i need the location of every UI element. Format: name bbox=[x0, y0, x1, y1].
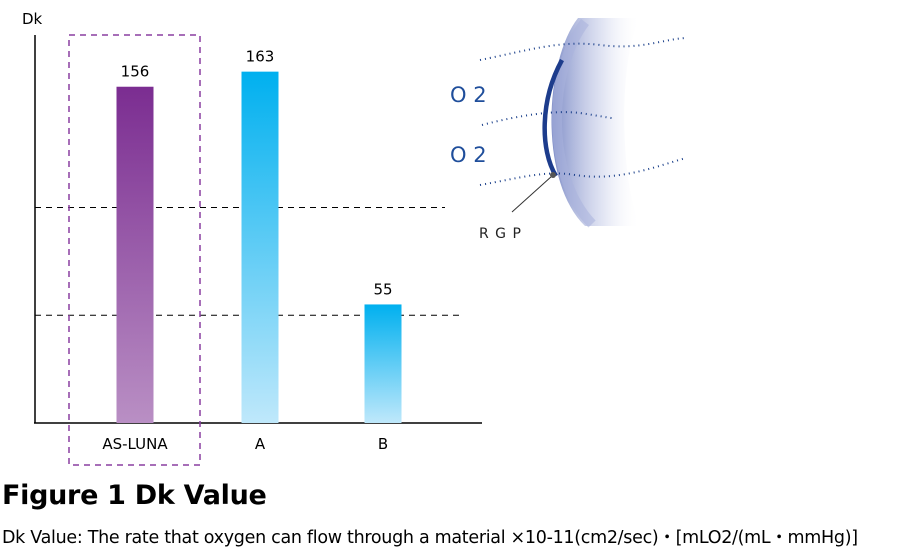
oxygen-label-1: O 2 bbox=[450, 83, 487, 107]
tick-label-as-luna: AS-LUNA bbox=[102, 435, 168, 453]
lens-illustration: O 2 O 2 R G P bbox=[450, 18, 687, 242]
figure-title: Figure 1 Dk Value bbox=[2, 480, 267, 511]
highlight-box bbox=[68, 34, 201, 466]
oxygen-label-2: O 2 bbox=[450, 143, 487, 167]
bars: 156 AS-LUNA 163 A 55 B bbox=[102, 48, 402, 453]
data-label-as-luna: 156 bbox=[121, 63, 150, 81]
bar-as-luna bbox=[116, 86, 154, 423]
rgp-pointer-line bbox=[511, 175, 553, 213]
bar-b bbox=[364, 304, 402, 423]
tick-label-b: B bbox=[378, 435, 388, 453]
rgp-pointer-dot bbox=[550, 172, 556, 178]
bar-a bbox=[241, 71, 279, 424]
oxygen-flow-line-2 bbox=[481, 111, 613, 126]
figure-caption: Dk Value: The rate that oxygen can flow … bbox=[2, 528, 858, 548]
data-label-b: 55 bbox=[373, 280, 392, 298]
rgp-label: R G P bbox=[479, 226, 522, 242]
data-label-a: 163 bbox=[246, 48, 275, 66]
cornea-outer bbox=[552, 18, 596, 228]
dk-chart: Dk 156 AS-LUNA 163 A 55 B O 2 O 2 R G P bbox=[22, 10, 687, 466]
rgp-lens bbox=[542, 58, 564, 178]
y-axis-label: Dk bbox=[22, 10, 43, 28]
tick-label-a: A bbox=[255, 435, 266, 453]
cornea-shape bbox=[551, 18, 640, 226]
